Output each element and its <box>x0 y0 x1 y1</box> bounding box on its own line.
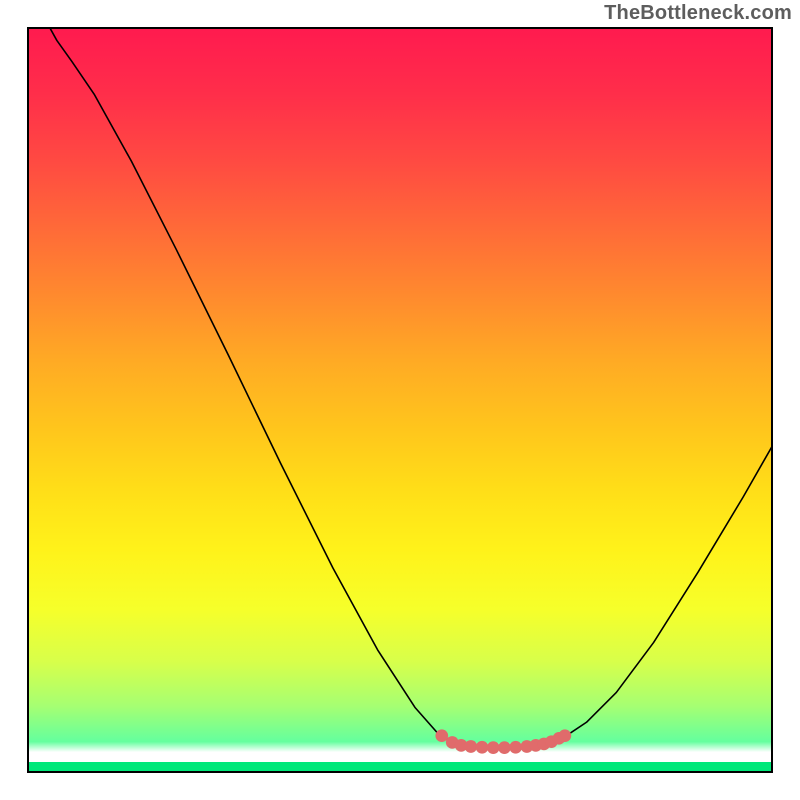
plot-area <box>27 27 773 773</box>
optimal-range-marker <box>435 729 448 742</box>
optimal-range-marker <box>487 741 500 754</box>
plot-background <box>27 27 773 773</box>
bottleneck-curve-chart <box>27 27 773 773</box>
watermark-text: TheBottleneck.com <box>604 2 792 25</box>
optimal-range-marker <box>476 741 489 754</box>
optimal-range-marker <box>509 741 522 754</box>
optimal-range-marker <box>498 741 511 754</box>
chart-container: TheBottleneck.com <box>0 0 800 800</box>
optimal-range-marker <box>465 740 478 753</box>
optimal-range-marker <box>559 729 572 742</box>
